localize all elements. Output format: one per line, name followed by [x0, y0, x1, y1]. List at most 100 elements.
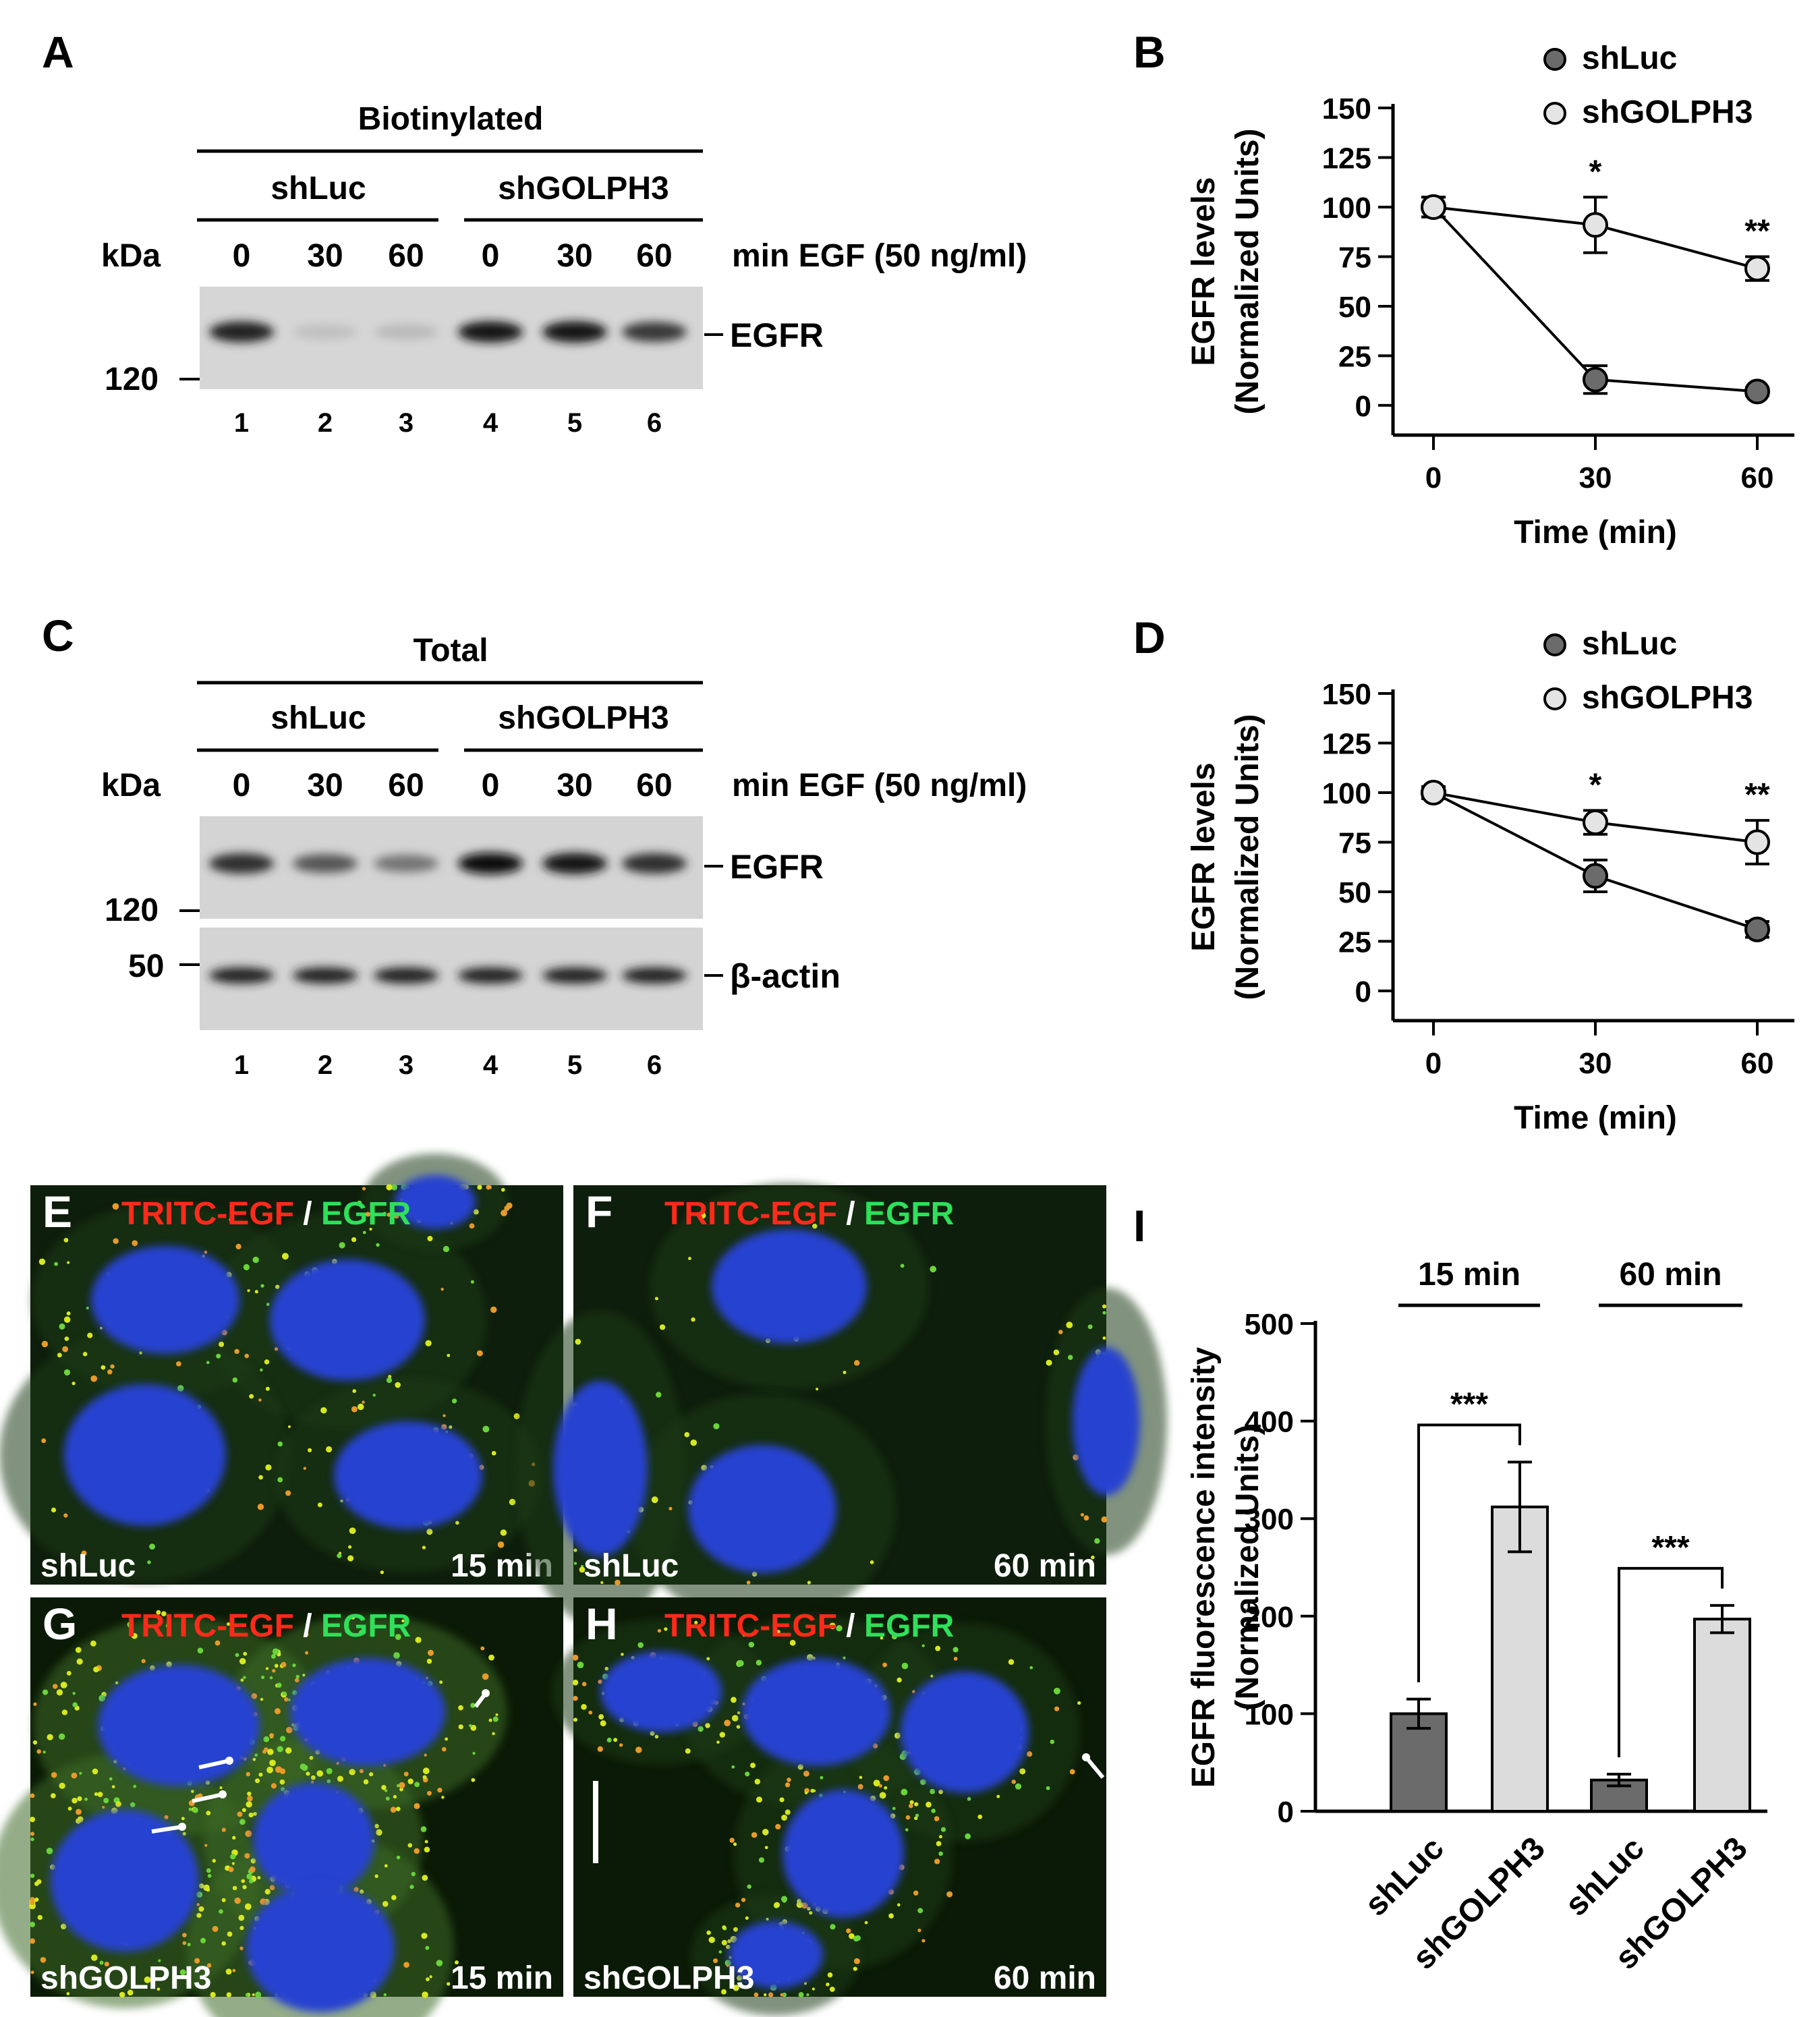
punctum	[425, 1945, 430, 1950]
punctum	[469, 1724, 472, 1728]
punctum	[422, 1875, 428, 1881]
punctum	[880, 1636, 884, 1640]
punctum	[390, 1807, 397, 1813]
punctum	[600, 1581, 604, 1585]
actin-band	[209, 967, 274, 984]
punctum	[244, 1353, 250, 1359]
punctum	[826, 1983, 830, 1987]
punctum	[385, 1796, 390, 1801]
punctum	[286, 1726, 293, 1734]
actin-band	[622, 967, 687, 984]
punctum	[411, 1871, 416, 1877]
punctum	[351, 1406, 358, 1413]
punctum	[107, 1369, 113, 1375]
data-point-shgolph3	[1744, 256, 1770, 282]
punctum	[403, 1962, 409, 1968]
punctum	[239, 1925, 244, 1931]
western-header: Biotinylated	[358, 101, 544, 137]
punctum	[654, 1297, 658, 1301]
punctum	[659, 1324, 666, 1330]
punctum	[395, 1807, 401, 1811]
punctum	[912, 1690, 915, 1693]
punctum	[161, 1611, 167, 1617]
punctum	[235, 1243, 241, 1250]
punctum	[258, 1398, 262, 1402]
punctum	[285, 1747, 292, 1754]
punctum	[747, 1884, 751, 1889]
group-label: 15 min	[1418, 1257, 1520, 1292]
punctum	[422, 1767, 430, 1775]
punctum	[112, 1203, 119, 1210]
punctum	[1091, 1555, 1095, 1560]
blot-membrane-actin	[200, 928, 703, 1030]
punctum	[232, 1377, 238, 1383]
punctum	[269, 1676, 273, 1680]
y-axis-label-units: (Normalized Units)	[1230, 714, 1266, 1000]
punctum	[200, 1937, 206, 1943]
punctum	[381, 1785, 387, 1790]
punctum	[386, 1377, 393, 1384]
punctum	[600, 1720, 606, 1727]
punctum	[98, 1695, 106, 1702]
punctum	[426, 1529, 433, 1535]
panel-i: I 0 100 200 300 400 500 EGFR fluorescence inte…	[1133, 1201, 1767, 1977]
punctum	[198, 1906, 204, 1912]
punctum	[267, 1749, 274, 1755]
punctum	[349, 1769, 356, 1775]
punctum	[1053, 1349, 1060, 1356]
y-tick-label: 0	[1278, 1796, 1294, 1829]
nucleus	[712, 1229, 867, 1344]
punctum	[63, 1369, 71, 1376]
time-label: 0	[482, 768, 500, 803]
punctum	[853, 1360, 860, 1366]
y-tick-label: 100	[1245, 1698, 1294, 1731]
punctum	[691, 1317, 695, 1322]
punctum	[497, 1541, 505, 1548]
punctum	[897, 1903, 901, 1907]
punctum	[132, 1240, 138, 1247]
punctum	[249, 1866, 256, 1873]
punctum	[234, 1348, 239, 1355]
punctum	[102, 1806, 105, 1809]
punctum	[1029, 1666, 1033, 1670]
punctum	[803, 1982, 807, 1985]
western-header: Total	[413, 633, 488, 669]
egfr-band	[293, 324, 358, 339]
punctum	[913, 1890, 919, 1896]
data-point-shgolph3	[1421, 194, 1446, 220]
punctum	[914, 1816, 918, 1821]
time-label: 60 min	[994, 1548, 1096, 1584]
punctum	[401, 1619, 405, 1623]
punctum	[182, 1831, 186, 1836]
bar-shgolph3	[1693, 1618, 1751, 1813]
punctum	[776, 1630, 780, 1634]
punctum	[277, 1477, 283, 1483]
punctum	[781, 1815, 788, 1821]
punctum	[57, 1353, 62, 1358]
treatment-label: min EGF (50 ng/ml)	[732, 768, 1027, 803]
punctum	[258, 1475, 263, 1480]
punctum	[892, 1807, 896, 1811]
punctum	[613, 1738, 618, 1742]
time-label: 60	[388, 768, 424, 803]
lane-number: 4	[483, 408, 499, 438]
punctum	[486, 1185, 491, 1190]
time-label: 30	[307, 768, 343, 803]
egfr-band	[622, 853, 687, 874]
punctum	[29, 1921, 36, 1927]
panel-letter-g: G	[42, 1599, 77, 1649]
punctum	[139, 1351, 142, 1355]
punctum	[829, 1987, 835, 1992]
punctum	[763, 1993, 767, 1997]
egfr-band	[622, 322, 687, 342]
punctum	[285, 1490, 291, 1496]
nuclei-layer	[64, 1175, 482, 1529]
y-tick-label: 50	[1338, 876, 1371, 909]
punctum	[308, 1448, 312, 1452]
y-tick-label: 500	[1245, 1308, 1294, 1341]
punctum	[807, 1906, 811, 1911]
stain-label: TRITC-EGF / EGFR	[121, 1196, 411, 1232]
punctum	[853, 1958, 860, 1964]
punctum	[441, 1796, 445, 1799]
punctum	[77, 1796, 82, 1802]
